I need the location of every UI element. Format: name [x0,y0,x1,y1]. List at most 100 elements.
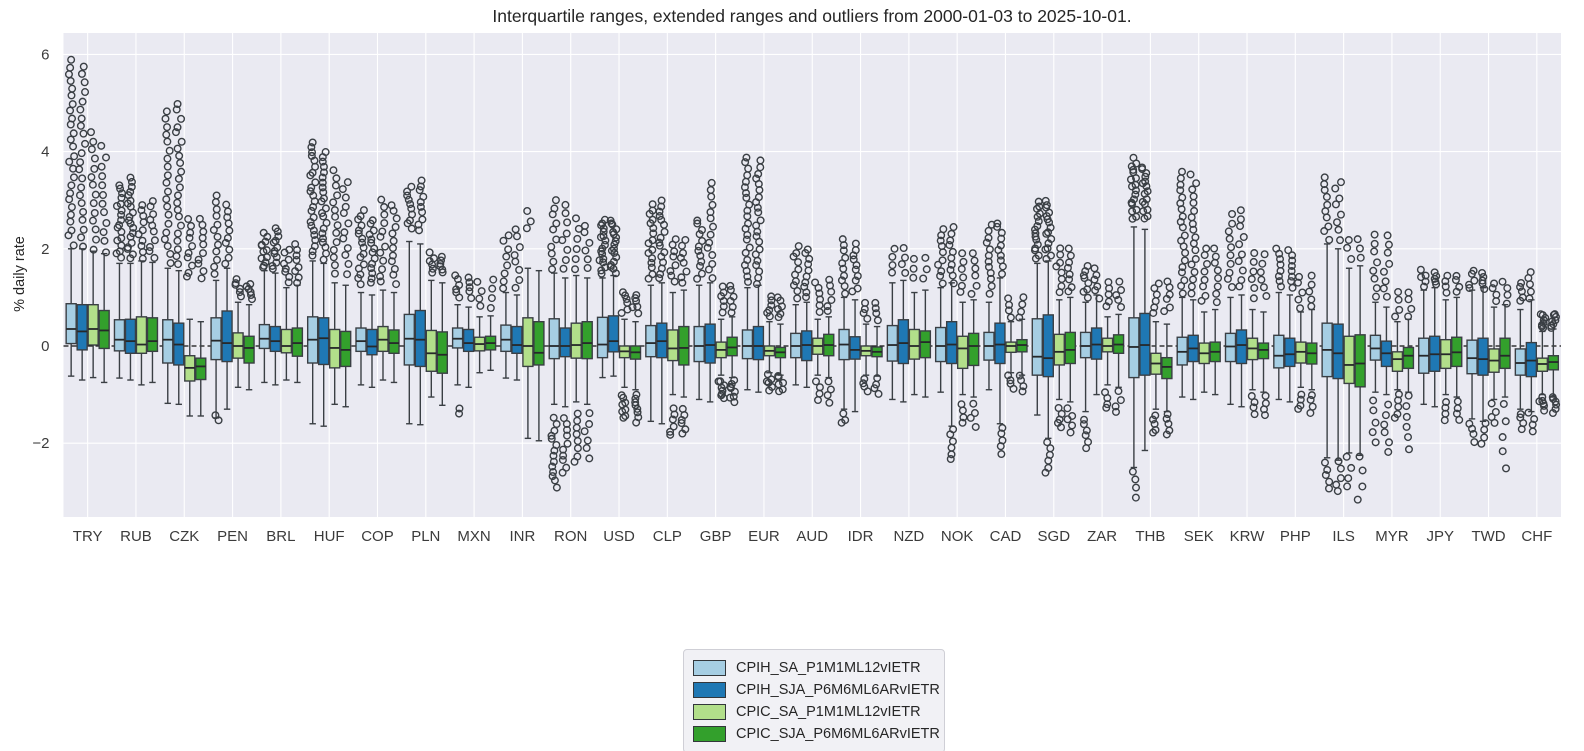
outlier-point [67,203,76,212]
outlier-point [308,138,317,147]
box-group-ZAR [1079,261,1126,453]
outlier-point [851,265,860,274]
outlier-point [236,284,245,293]
box [280,328,293,354]
outlier-point [838,235,847,244]
outlier-point [174,260,183,269]
outlier-point [678,278,687,287]
outlier-point [959,273,968,282]
outlier-point [1247,392,1256,401]
box [741,329,754,360]
box-group-PEN [209,191,257,425]
legend-label: CPIC_SA_P1M1ML12vIETR [736,704,921,720]
outlier-point [318,208,327,217]
box-group-CZK [160,100,208,417]
outlier-point [77,149,86,158]
legend-item: CPIC_SJA_P6M6ML6ARvIETR [693,723,940,745]
outlier-point [1441,282,1450,291]
outlier-point [802,293,811,302]
x-tick-label-BRL: BRL [266,528,295,545]
outlier-point [583,264,592,273]
outlier-point [138,201,147,210]
outlier-point [1371,438,1380,447]
outlier-point [741,248,750,257]
outlier-point [552,483,561,492]
outlier-point [437,256,446,265]
outlier-point [549,257,558,266]
outlier-point [726,281,735,290]
box [1257,342,1270,360]
outlier-point [804,260,813,269]
outlier-point [1227,243,1236,252]
outlier-point [211,411,220,420]
outlier-point [1006,313,1015,322]
outlier-point [763,370,772,379]
x-tick-label-ZAR: ZAR [1087,528,1117,545]
outlier-point [487,294,496,303]
outlier-point [319,168,328,177]
outlier-point [1004,371,1013,380]
outlier-point [959,257,968,266]
outlier-point [311,178,320,187]
x-tick-label-CHF: CHF [1521,528,1552,545]
outlier-point [307,151,316,160]
outlier-point [1114,387,1123,396]
outlier-point [704,265,713,274]
outlier-point [634,413,643,422]
legend: CPIH_SA_P1M1ML12vIETR CPIH_SJA_P6M6ML6AR… [683,649,945,751]
outlier-point [150,236,159,245]
outlier-point [330,261,339,270]
outlier-point [970,256,979,265]
outlier-point [465,278,474,287]
outlier-point [793,287,802,296]
outlier-point [437,252,446,261]
outlier-point [585,420,594,429]
outlier-point [69,142,78,151]
box-group-IDR [837,235,883,427]
outlier-point [1031,229,1040,238]
box [1343,335,1355,385]
outlier-point [162,195,171,204]
outlier-point [677,419,686,428]
outlier-point [1234,257,1243,266]
outlier-point [1226,259,1235,268]
outlier-point [292,256,301,265]
outlier-point [1296,395,1305,404]
outlier-point [647,258,656,267]
outlier-point [188,242,197,251]
outlier-point [378,227,387,236]
outlier-point [376,272,385,281]
outlier-point [380,203,389,212]
box [388,329,400,354]
outlier-point [166,259,175,268]
outlier-point [793,294,802,303]
outlier-point [1046,444,1055,453]
outlier-point [1129,153,1138,162]
outlier-point [1490,279,1499,288]
outlier-point [1421,271,1430,280]
outlier-point [573,409,582,418]
outlier-point [1501,417,1510,426]
outlier-point [77,114,86,123]
outlier-point [919,274,928,283]
outlier-point [1384,240,1393,249]
y-tick-label: 6 [41,46,49,63]
outlier-point [511,283,520,292]
outlier-point [1054,404,1063,413]
outlier-point [861,298,870,307]
outlier-point [874,389,883,398]
outlier-point [582,444,591,453]
outlier-point [1015,371,1024,380]
x-tick-label-KRW: KRW [1230,528,1266,545]
outlier-point [550,426,559,435]
outlier-point [1262,292,1271,301]
box [934,326,947,363]
outlier-point [888,268,897,277]
outlier-point [547,242,556,251]
outlier-point [1190,206,1199,215]
outlier-point [1226,251,1235,260]
box-group-SEK [1176,167,1223,401]
outlier-point [1258,259,1267,268]
box [1514,348,1527,376]
outlier-point [1539,318,1548,327]
